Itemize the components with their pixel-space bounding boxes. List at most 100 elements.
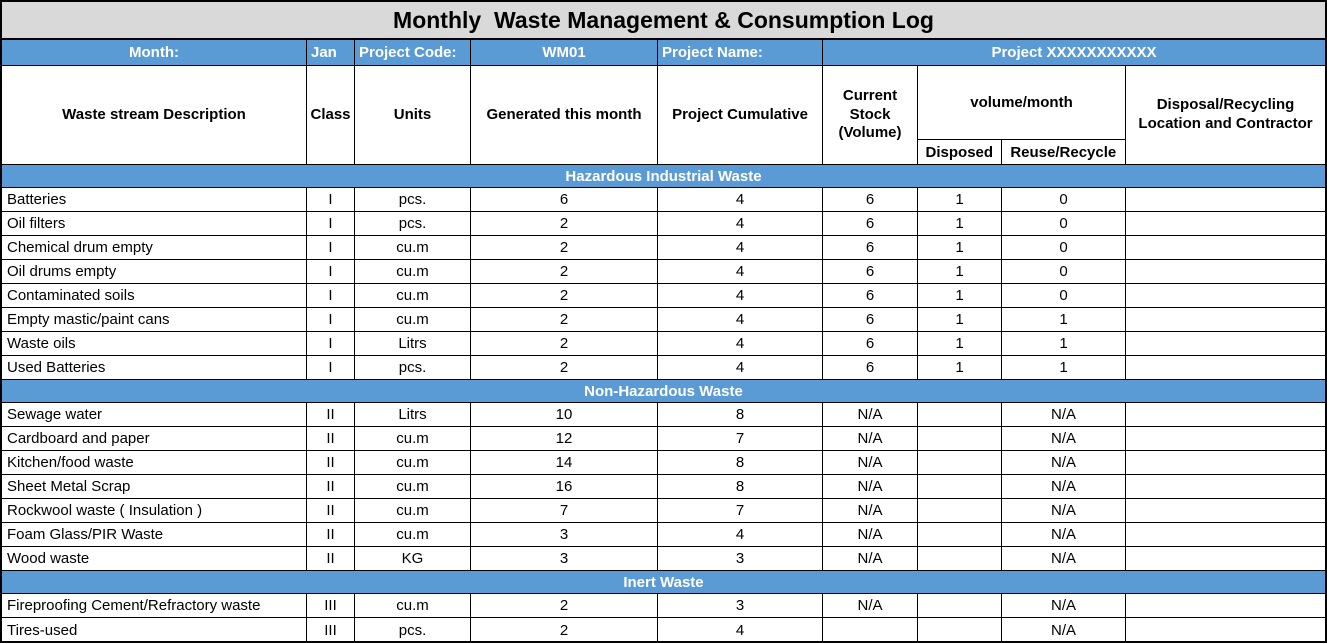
cell-disposal-location[interactable] [1126, 547, 1325, 570]
cell-cumulative[interactable]: 8 [658, 451, 823, 474]
cell-cumulative[interactable]: 4 [658, 212, 823, 235]
cell-units[interactable]: cu.m [355, 523, 471, 546]
cell-disposal-location[interactable] [1126, 356, 1325, 379]
cell-cumulative[interactable]: 4 [658, 618, 823, 641]
cell-generated[interactable]: 2 [471, 332, 658, 355]
cell-class[interactable]: I [307, 212, 355, 235]
cell-disposed[interactable] [918, 618, 1002, 641]
cell-current-stock[interactable]: N/A [823, 427, 918, 450]
cell-cumulative[interactable]: 4 [658, 188, 823, 211]
cell-units[interactable]: cu.m [355, 427, 471, 450]
cell-disposed[interactable]: 1 [918, 308, 1002, 331]
month-value-cell[interactable]: Jan [307, 40, 355, 65]
cell-description[interactable]: Wood waste [2, 547, 307, 570]
cell-disposed[interactable] [918, 523, 1002, 546]
cell-generated[interactable]: 2 [471, 260, 658, 283]
cell-disposal-location[interactable] [1126, 212, 1325, 235]
project-code-value-cell[interactable]: WM01 [471, 40, 658, 65]
cell-units[interactable]: cu.m [355, 451, 471, 474]
cell-description[interactable]: Fireproofing Cement/Refractory waste [2, 594, 307, 617]
cell-description[interactable]: Used Batteries [2, 356, 307, 379]
cell-generated[interactable]: 14 [471, 451, 658, 474]
project-name-value-cell[interactable]: Project XXXXXXXXXXX [823, 40, 1325, 65]
cell-disposal-location[interactable] [1126, 594, 1325, 617]
cell-description[interactable]: Chemical drum empty [2, 236, 307, 259]
cell-class[interactable]: II [307, 499, 355, 522]
cell-reuse-recycle[interactable]: 0 [1002, 284, 1126, 307]
cell-generated[interactable]: 12 [471, 427, 658, 450]
cell-reuse-recycle[interactable]: N/A [1002, 499, 1126, 522]
cell-class[interactable]: I [307, 236, 355, 259]
cell-generated[interactable]: 6 [471, 188, 658, 211]
cell-class[interactable]: I [307, 308, 355, 331]
cell-units[interactable]: pcs. [355, 212, 471, 235]
cell-description[interactable]: Oil drums empty [2, 260, 307, 283]
cell-disposed[interactable]: 1 [918, 332, 1002, 355]
cell-generated[interactable]: 2 [471, 308, 658, 331]
cell-description[interactable]: Batteries [2, 188, 307, 211]
cell-class[interactable]: II [307, 523, 355, 546]
cell-disposed[interactable] [918, 427, 1002, 450]
cell-class[interactable]: III [307, 618, 355, 641]
cell-disposal-location[interactable] [1126, 523, 1325, 546]
cell-current-stock[interactable]: 6 [823, 308, 918, 331]
cell-reuse-recycle[interactable]: N/A [1002, 427, 1126, 450]
cell-disposal-location[interactable] [1126, 236, 1325, 259]
cell-cumulative[interactable]: 4 [658, 236, 823, 259]
cell-current-stock[interactable]: N/A [823, 499, 918, 522]
cell-generated[interactable]: 3 [471, 547, 658, 570]
cell-disposal-location[interactable] [1126, 499, 1325, 522]
cell-class[interactable]: I [307, 260, 355, 283]
cell-description[interactable]: Kitchen/food waste [2, 451, 307, 474]
cell-disposed[interactable]: 1 [918, 236, 1002, 259]
cell-disposal-location[interactable] [1126, 188, 1325, 211]
cell-current-stock[interactable]: 6 [823, 236, 918, 259]
cell-disposed[interactable]: 1 [918, 212, 1002, 235]
cell-disposed[interactable]: 1 [918, 356, 1002, 379]
cell-reuse-recycle[interactable]: 1 [1002, 332, 1126, 355]
cell-generated[interactable]: 2 [471, 284, 658, 307]
cell-units[interactable]: pcs. [355, 618, 471, 641]
cell-generated[interactable]: 3 [471, 523, 658, 546]
cell-description[interactable]: Foam Glass/PIR Waste [2, 523, 307, 546]
cell-disposal-location[interactable] [1126, 427, 1325, 450]
cell-current-stock[interactable]: N/A [823, 403, 918, 426]
cell-cumulative[interactable]: 8 [658, 475, 823, 498]
cell-cumulative[interactable]: 3 [658, 547, 823, 570]
cell-reuse-recycle[interactable]: N/A [1002, 547, 1126, 570]
cell-disposed[interactable] [918, 594, 1002, 617]
cell-units[interactable]: Litrs [355, 332, 471, 355]
cell-current-stock[interactable]: 6 [823, 332, 918, 355]
cell-cumulative[interactable]: 4 [658, 260, 823, 283]
cell-current-stock[interactable]: N/A [823, 594, 918, 617]
cell-disposal-location[interactable] [1126, 475, 1325, 498]
cell-current-stock[interactable]: 6 [823, 356, 918, 379]
cell-disposed[interactable] [918, 547, 1002, 570]
cell-units[interactable]: cu.m [355, 236, 471, 259]
cell-disposed[interactable] [918, 475, 1002, 498]
cell-generated[interactable]: 7 [471, 499, 658, 522]
cell-disposed[interactable]: 1 [918, 260, 1002, 283]
cell-generated[interactable]: 2 [471, 594, 658, 617]
cell-disposed[interactable] [918, 499, 1002, 522]
cell-disposed[interactable] [918, 403, 1002, 426]
cell-reuse-recycle[interactable]: N/A [1002, 594, 1126, 617]
cell-description[interactable]: Contaminated soils [2, 284, 307, 307]
cell-class[interactable]: II [307, 451, 355, 474]
cell-description[interactable]: Sheet Metal Scrap [2, 475, 307, 498]
cell-disposal-location[interactable] [1126, 451, 1325, 474]
cell-units[interactable]: KG [355, 547, 471, 570]
cell-disposed[interactable]: 1 [918, 284, 1002, 307]
cell-current-stock[interactable]: N/A [823, 475, 918, 498]
cell-description[interactable]: Tires-used [2, 618, 307, 641]
cell-units[interactable]: cu.m [355, 475, 471, 498]
cell-generated[interactable]: 2 [471, 236, 658, 259]
cell-cumulative[interactable]: 4 [658, 356, 823, 379]
cell-class[interactable]: II [307, 475, 355, 498]
cell-generated[interactable]: 2 [471, 618, 658, 641]
cell-reuse-recycle[interactable]: N/A [1002, 403, 1126, 426]
cell-class[interactable]: II [307, 427, 355, 450]
cell-description[interactable]: Empty mastic/paint cans [2, 308, 307, 331]
cell-class[interactable]: II [307, 403, 355, 426]
cell-generated[interactable]: 16 [471, 475, 658, 498]
